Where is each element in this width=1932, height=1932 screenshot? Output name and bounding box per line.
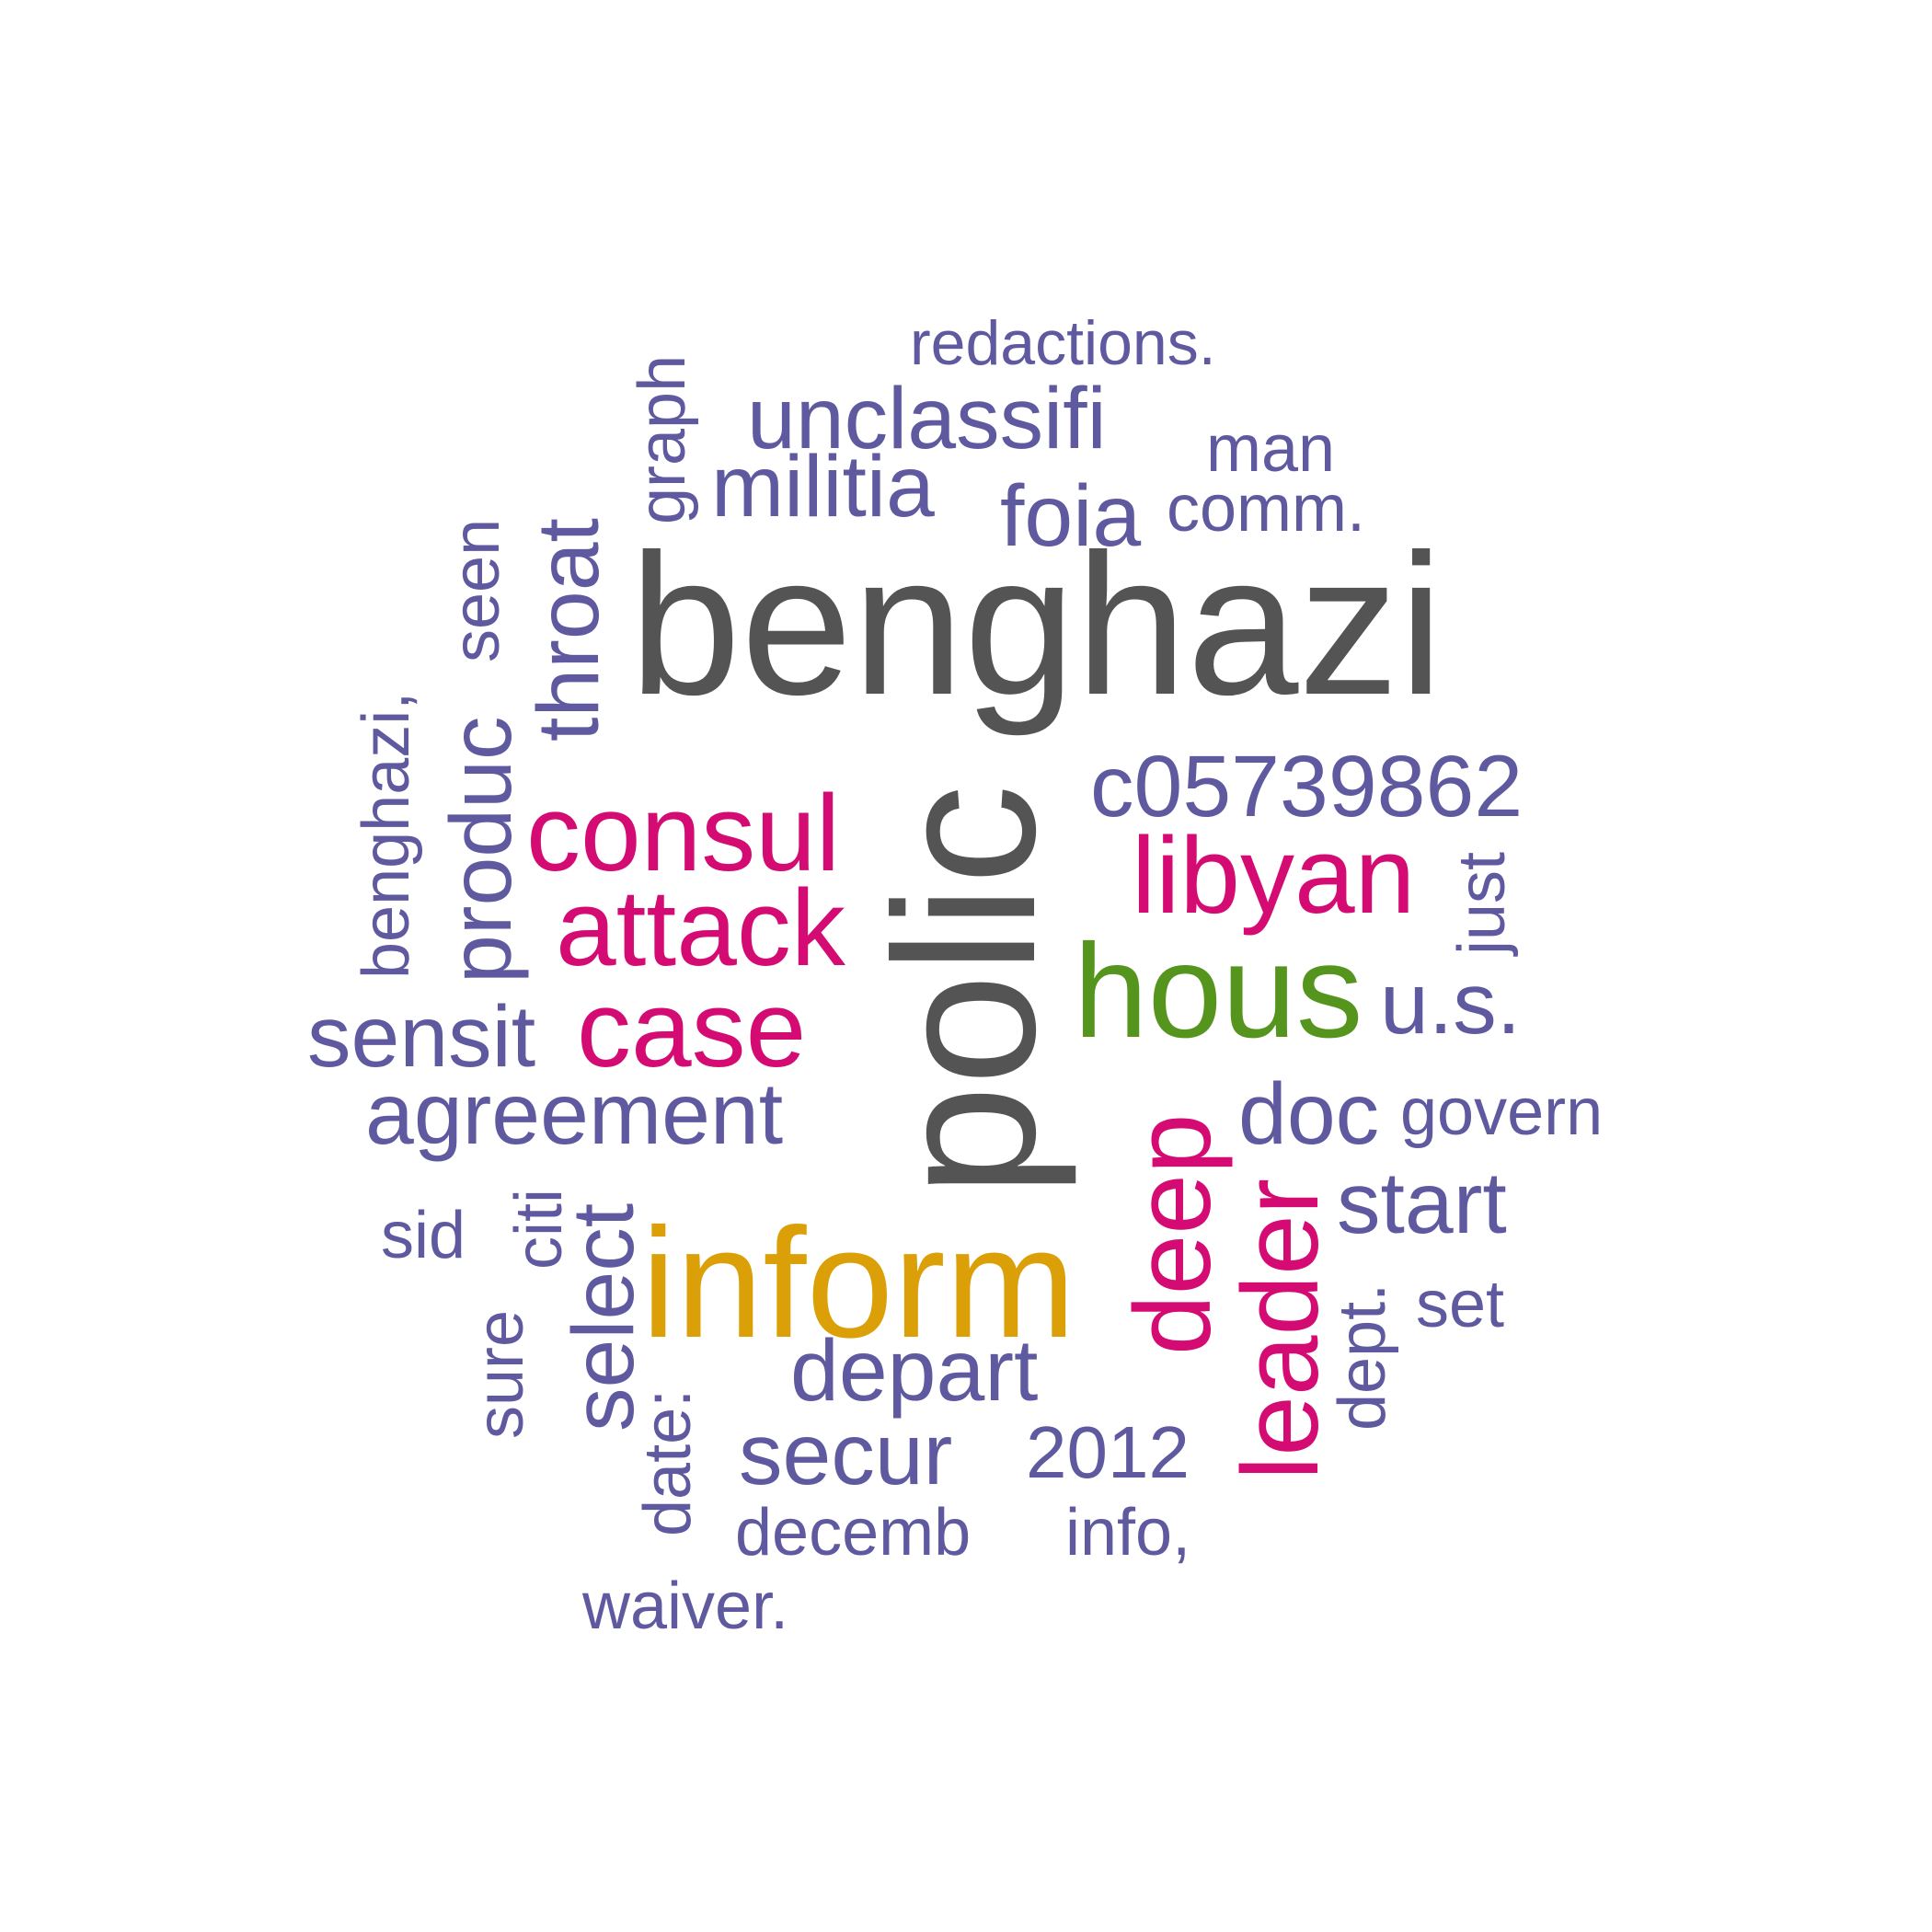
word-us: u.s. — [1380, 955, 1521, 1052]
word-unclassifi: unclassifi — [747, 370, 1107, 467]
word-select: select — [555, 1203, 652, 1432]
word-decemb: decemb — [735, 1496, 971, 1570]
word-polic: polic — [854, 785, 1077, 1197]
word-consul: consul — [526, 773, 840, 894]
word-case: case — [577, 969, 806, 1090]
word-militia: militia — [711, 438, 935, 535]
word-start: start — [1337, 1155, 1507, 1252]
word-benghazi-comma: benghazi, — [350, 692, 423, 979]
word-doc: doc — [1238, 1065, 1379, 1163]
word-2012: 2012 — [1026, 1411, 1190, 1493]
word-citi: citi — [502, 1189, 576, 1270]
word-dept: dept. — [1326, 1283, 1399, 1431]
word-produc: produc — [432, 717, 530, 983]
word-waiver: waiver. — [581, 1570, 788, 1643]
word-secur: secur — [739, 1406, 952, 1503]
word-sensit: sensit — [307, 988, 535, 1086]
word-redactions: redactions. — [910, 308, 1216, 378]
word-sid: sid — [381, 1199, 466, 1272]
word-benghazi: benghazi — [629, 513, 1443, 737]
word-foia: foia — [1000, 467, 1141, 565]
word-man: man — [1206, 412, 1335, 486]
word-inform: inform — [641, 1196, 1075, 1371]
word-throat: throat — [520, 518, 617, 742]
word-leader: leader — [1220, 1179, 1341, 1480]
word-depart: depart — [790, 1322, 1038, 1420]
word-set: set — [1416, 1268, 1504, 1341]
word-sure: sure — [464, 1310, 537, 1439]
word-comm: comm. — [1167, 472, 1365, 546]
word-agreement: agreement — [365, 1065, 783, 1163]
word-info: info, — [1065, 1496, 1190, 1570]
word-seen: seen — [440, 519, 513, 662]
word-libyan: libyan — [1132, 815, 1415, 937]
word-hous: hous — [1074, 916, 1363, 1065]
word-graph: graph — [626, 355, 699, 524]
word-just: just — [1445, 852, 1519, 957]
word-date: date: — [631, 1389, 705, 1536]
word-c05739862: c05739862 — [1090, 738, 1523, 835]
word-deep: deep — [1112, 1113, 1234, 1355]
word-govern: govern — [1400, 1075, 1603, 1149]
word-attack: attack — [556, 868, 846, 989]
